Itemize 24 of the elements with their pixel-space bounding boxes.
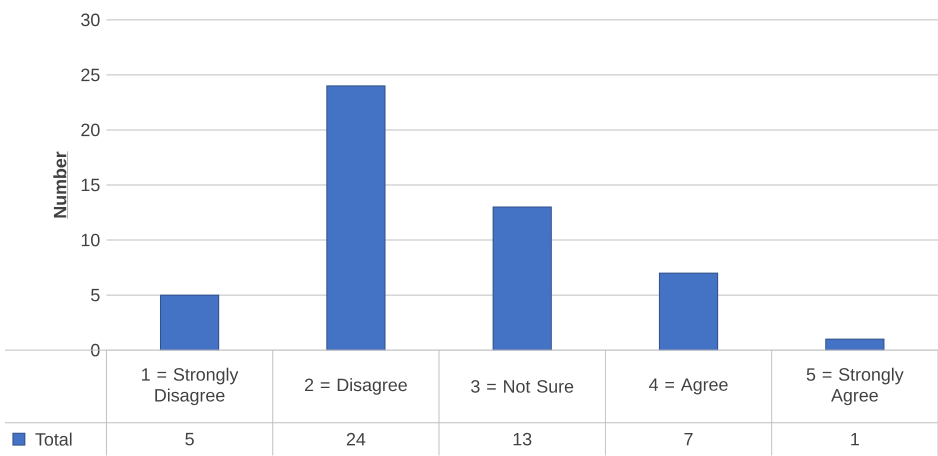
y-tick-label: 25 [81,68,100,82]
data-label: 5 [185,433,194,446]
y-tick-label: 0 [91,344,100,357]
bar [492,206,552,351]
x-tick-label: 2 = Disagree [304,378,407,395]
x-tick-label: 5 = Strongly Agree [806,368,904,406]
x-tick-label: 4 = Agree [649,378,728,395]
y-tick-label: 15 [82,178,100,192]
y-tick-label: 30 [81,14,100,26]
x-tick-label: 3 = Not Sure [471,380,574,393]
data-label: 1 [851,433,859,446]
bar [825,338,884,351]
y-tick-label: 5 [91,289,100,302]
x-tick-label: 1 = Strongly Disagree [142,368,238,406]
data-label: 24 [346,433,366,446]
bar [160,294,220,351]
data-label: 13 [514,433,532,446]
legend-label: Total [35,432,72,446]
y-tick-label: 10 [82,234,100,247]
data-label: 7 [684,433,693,446]
bar [326,86,386,351]
bar [658,272,718,351]
y-tick-label: 20 [81,124,100,136]
y-axis-title: Number [53,152,66,218]
